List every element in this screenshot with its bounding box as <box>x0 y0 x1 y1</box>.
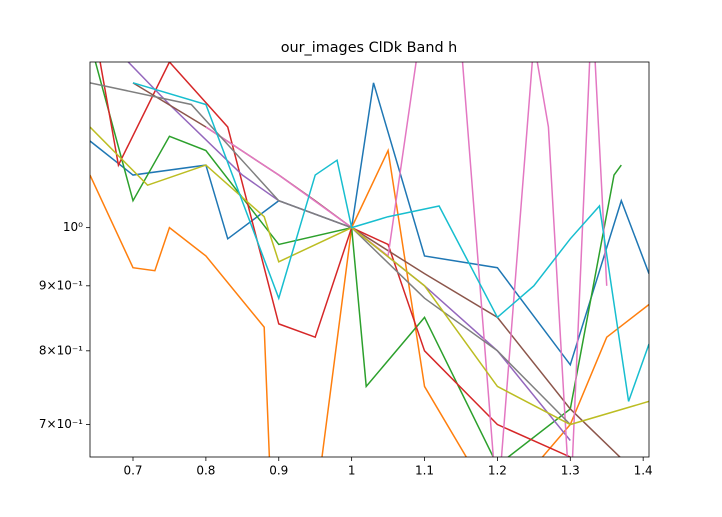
series-line <box>90 126 649 426</box>
series-line <box>205 62 608 457</box>
x-tick-label: 0.9 <box>269 464 288 478</box>
y-tick-label: 8×10⁻¹ <box>39 343 83 357</box>
series-line <box>90 147 649 457</box>
y-tick-label: 9×10⁻¹ <box>39 278 83 292</box>
axes-frame <box>89 61 650 458</box>
series-line <box>90 82 649 367</box>
x-tick-label: 1.2 <box>488 464 507 478</box>
y-tick-label: 7×10⁻¹ <box>39 417 83 431</box>
x-tick-label: 1 <box>348 464 356 478</box>
x-tick-label: 1.4 <box>634 464 653 478</box>
x-tick-label: 1.3 <box>561 464 580 478</box>
series-line <box>127 62 571 441</box>
series-line <box>90 82 571 426</box>
chart-title: our_images ClDk Band h <box>281 40 458 56</box>
x-tick-label: 1.1 <box>415 464 434 478</box>
series-line <box>94 62 622 457</box>
x-tick-label: 0.8 <box>196 464 215 478</box>
series-line <box>132 82 649 402</box>
plot-area <box>90 62 649 457</box>
y-tick-label: 10⁰ <box>63 220 83 234</box>
x-tick-label: 0.7 <box>123 464 142 478</box>
